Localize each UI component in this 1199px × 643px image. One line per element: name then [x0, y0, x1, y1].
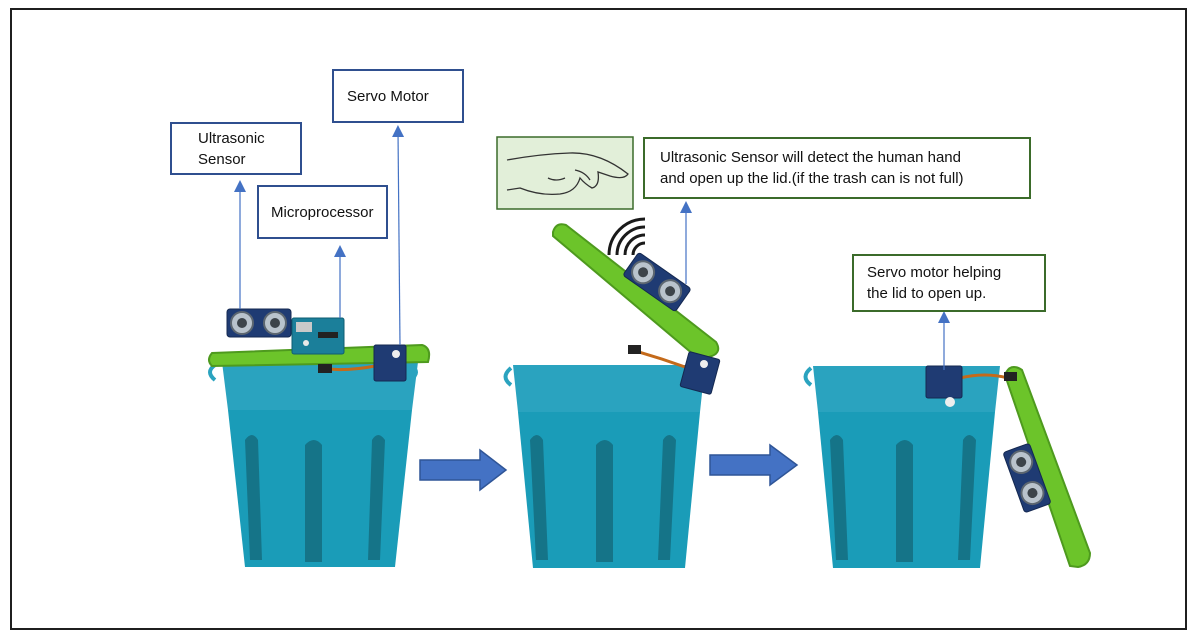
diagram-frame — [10, 8, 1187, 630]
trash-bin-icon — [803, 366, 1000, 568]
bin-lid-open — [1003, 365, 1092, 569]
label-servo-motor: Servo Motor — [332, 69, 464, 123]
ultrasonic-sensor-icon — [226, 308, 292, 338]
servo-motor-icon — [925, 365, 1017, 407]
hand-icon — [506, 152, 629, 196]
signal-waves-icon — [607, 217, 646, 256]
label-microprocessor: Microprocessor — [257, 185, 388, 239]
pointer-servo — [392, 125, 405, 346]
flow-arrow-icon — [709, 443, 799, 487]
ultrasonic-sensor-icon — [1003, 443, 1051, 513]
label-servo-note: Servo motor helping the lid to open up. — [852, 254, 1046, 312]
flow-arrow-icon — [419, 448, 508, 492]
label-ultrasonic-sensor: Ultrasonic Sensor — [170, 122, 302, 175]
hand-box — [496, 136, 634, 210]
bin-lid-opening — [552, 223, 720, 362]
label-detect-note: Ultrasonic Sensor will detect the human … — [643, 137, 1031, 199]
servo-motor-icon — [628, 345, 721, 395]
servo-motor-icon — [317, 344, 407, 382]
ultrasonic-sensor-icon — [623, 252, 691, 312]
trash-bin-icon — [208, 362, 418, 567]
arduino-board-icon — [291, 317, 345, 355]
trash-bin-icon — [503, 365, 705, 568]
